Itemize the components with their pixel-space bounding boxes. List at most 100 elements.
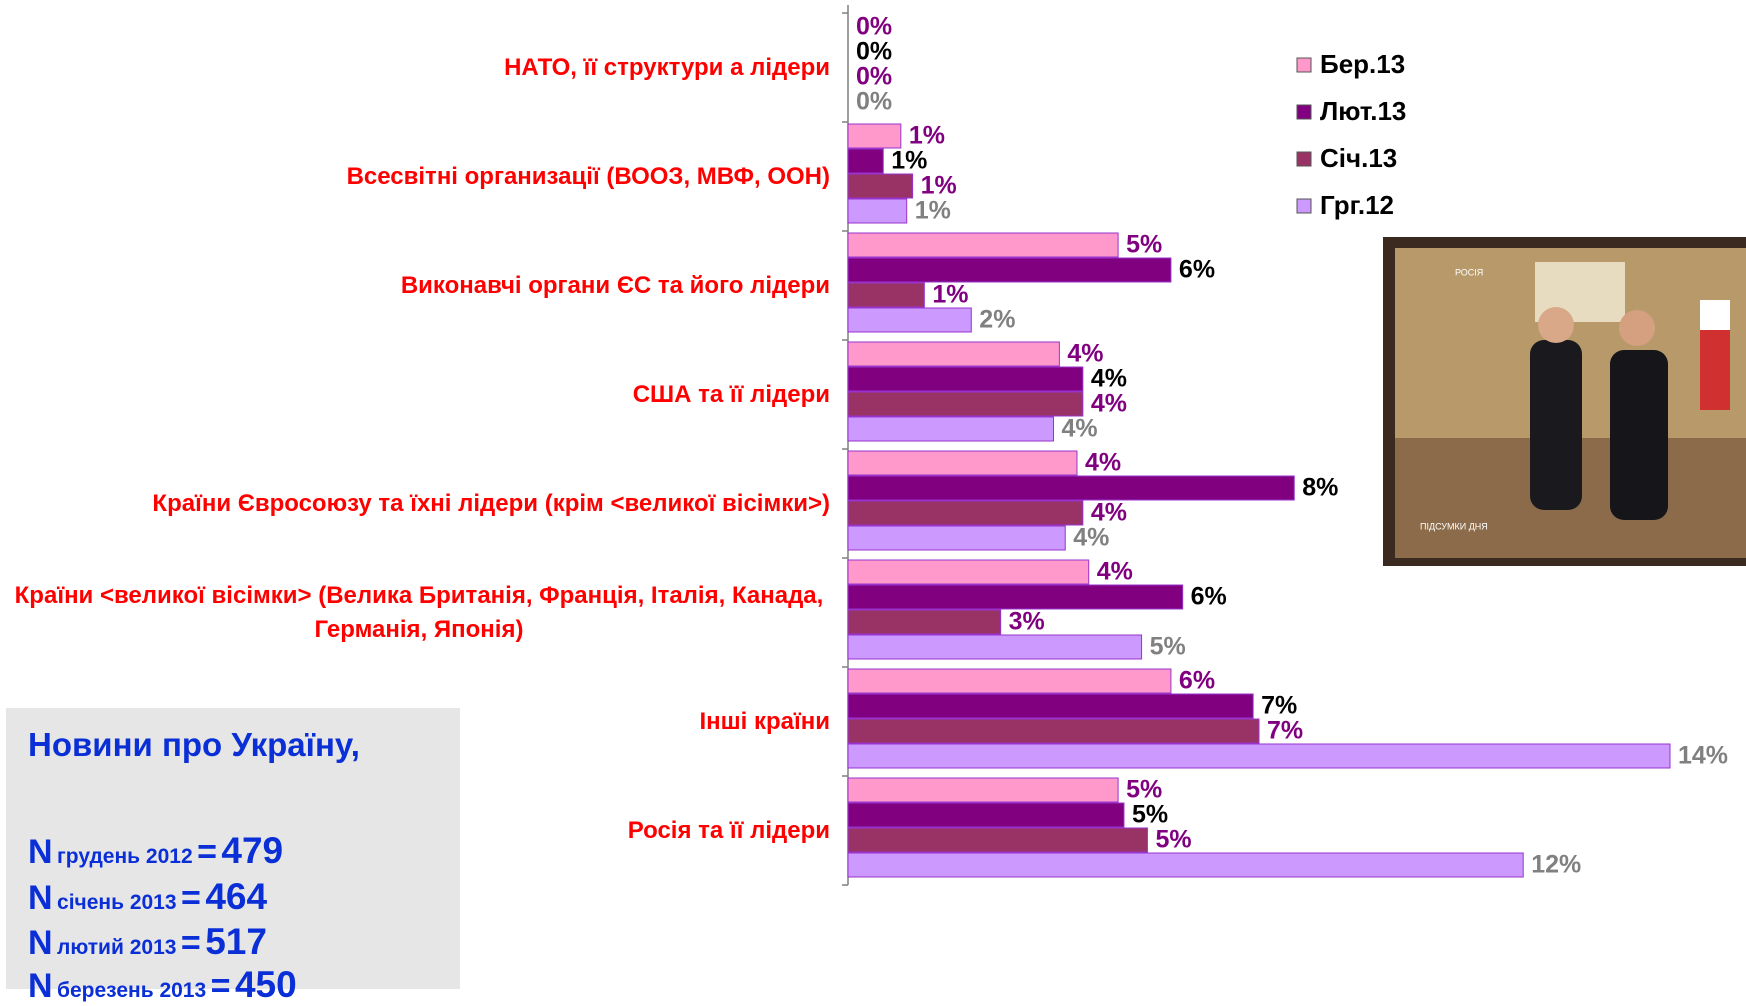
- value-label: 5%: [1126, 776, 1162, 804]
- month: грудень 2012: [57, 845, 193, 868]
- photo: РОСІЯ ПІДСУМКИ ДНЯ: [1383, 237, 1746, 566]
- info-title: Новини про Україну,: [28, 726, 360, 763]
- value-label: 14%: [1678, 742, 1728, 770]
- category-label: Росія та її лідери: [0, 776, 830, 885]
- category-label: Країни Євросоюзу та їхні лідери (крім <в…: [0, 449, 830, 558]
- photo-flag: [1700, 300, 1730, 330]
- month: березень 2013: [57, 979, 207, 1002]
- equals: =: [197, 833, 217, 871]
- value-label: 4%: [1062, 415, 1098, 443]
- photo-flag: [1700, 330, 1730, 410]
- value-label: 4%: [1085, 449, 1121, 477]
- value-label: 7%: [1261, 692, 1297, 720]
- n-symbol: N: [28, 879, 53, 917]
- bar: [847, 584, 1184, 610]
- category-label: Інші країни: [0, 667, 830, 776]
- sample-size: 479: [221, 830, 284, 871]
- bar: [847, 123, 902, 149]
- bar: [847, 366, 1084, 392]
- value-label: 4%: [1073, 524, 1109, 552]
- value-label: 4%: [1091, 390, 1127, 418]
- info-row: N грудень 2012 = 479: [28, 830, 283, 872]
- bar: [847, 634, 1143, 660]
- legend-swatch: [1296, 198, 1312, 214]
- month: лютий 2013: [57, 936, 177, 959]
- info-box: Новини про Україну, N грудень 2012 = 479…: [6, 708, 460, 1005]
- category-label: НАТО, її структури а лідери: [0, 13, 830, 122]
- bar: [847, 852, 1524, 878]
- bar: [847, 559, 1090, 585]
- value-label: 5%: [1126, 231, 1162, 259]
- value-label: 0%: [856, 38, 892, 66]
- info-row: N лютий 2013 = 517: [28, 921, 267, 963]
- bar: [847, 668, 1172, 694]
- bar: [847, 391, 1084, 417]
- value-label: 4%: [1091, 499, 1127, 527]
- photo-person: [1610, 350, 1668, 520]
- value-label: 1%: [915, 197, 951, 225]
- value-label: 6%: [1179, 256, 1215, 284]
- bar: [847, 743, 1671, 769]
- value-label: 6%: [1191, 583, 1227, 611]
- info-row: N січень 2013 = 464: [28, 876, 267, 918]
- value-label: 0%: [856, 13, 892, 41]
- info-row: N березень 2013 = 450: [28, 964, 297, 1006]
- sample-size: 464: [205, 876, 268, 917]
- legend-label: Лют.13: [1320, 96, 1406, 126]
- bar: [847, 777, 1119, 803]
- bar: [847, 232, 1119, 258]
- category-text: Країни Євросоюзу та їхні лідери (крім <в…: [152, 489, 830, 517]
- photo-head: [1538, 307, 1574, 343]
- legend-label: Грг.12: [1320, 190, 1394, 220]
- bar: [847, 257, 1172, 283]
- value-label: 1%: [909, 122, 945, 150]
- bar: [847, 416, 1054, 442]
- category-text: Росія та її лідери: [627, 816, 830, 844]
- value-label: 0%: [856, 88, 892, 116]
- value-label: 0%: [856, 63, 892, 91]
- bar: [847, 525, 1066, 551]
- value-label: 1%: [932, 281, 968, 309]
- category-label: Країни <великої вісімки> (Велика Британі…: [0, 558, 830, 667]
- value-label: 3%: [1009, 608, 1045, 636]
- value-label: 7%: [1267, 717, 1303, 745]
- bar: [847, 475, 1295, 501]
- photo-caption: РОСІЯ: [1455, 267, 1483, 277]
- bar: [847, 341, 1060, 367]
- bar: [847, 307, 972, 333]
- photo-head: [1619, 310, 1655, 346]
- category-label: Всесвітні организації (ВООЗ, МВФ, ООН): [0, 122, 830, 231]
- category-text: НАТО, її структури а лідери: [504, 53, 830, 81]
- value-label: 12%: [1531, 851, 1581, 879]
- value-label: 5%: [1155, 826, 1191, 854]
- sample-size: 450: [234, 964, 297, 1005]
- category-text: Країни <великої вісімки> (Велика Британі…: [14, 581, 824, 643]
- sample-size: 517: [205, 921, 267, 962]
- value-label: 8%: [1302, 474, 1338, 502]
- photo-caption: ПІДСУМКИ ДНЯ: [1420, 521, 1488, 531]
- bar: [847, 802, 1125, 828]
- category-text: Інші країни: [699, 707, 830, 735]
- photo-person: [1530, 340, 1582, 510]
- legend-swatch: [1296, 151, 1312, 167]
- legend-label: Січ.13: [1320, 143, 1397, 173]
- bar: [847, 609, 1002, 635]
- month: січень 2013: [57, 891, 177, 914]
- bar: [847, 450, 1078, 476]
- legend-swatch: [1296, 104, 1312, 120]
- equals: =: [210, 967, 231, 1005]
- category-text: Виконавчі органи ЄС та його лідери: [400, 271, 830, 299]
- equals: =: [181, 879, 201, 917]
- category-label: США та її лідери: [0, 340, 830, 449]
- bar: [847, 827, 1148, 853]
- value-label: 4%: [1067, 340, 1103, 368]
- bar: [847, 282, 925, 308]
- n-symbol: N: [28, 967, 53, 1005]
- bar: [847, 693, 1254, 719]
- bar: [847, 198, 908, 224]
- equals: =: [180, 924, 201, 962]
- value-label: 4%: [1097, 558, 1133, 586]
- value-label: 5%: [1132, 801, 1168, 829]
